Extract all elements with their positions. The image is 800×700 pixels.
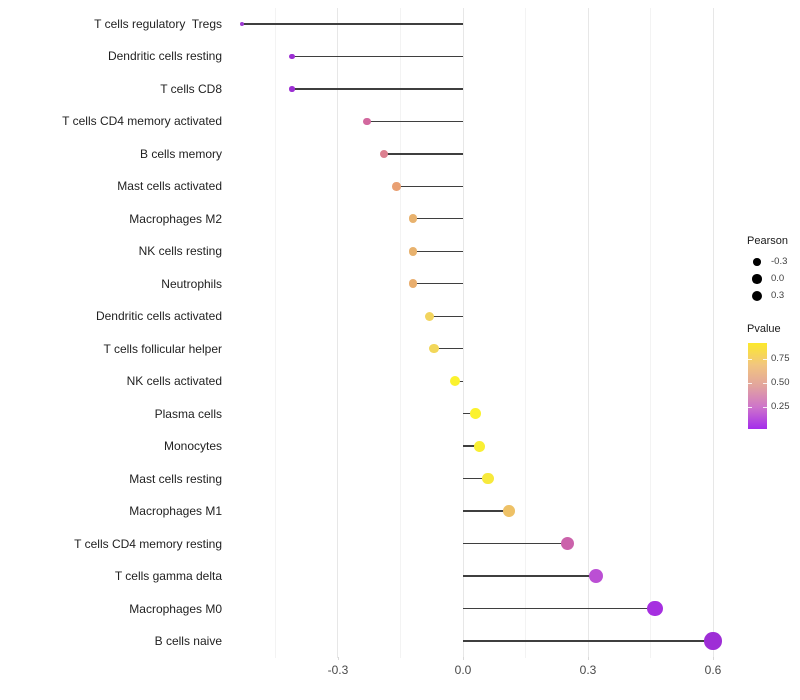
lollipop-stick bbox=[383, 153, 463, 155]
category-label: Mast cells resting bbox=[129, 471, 222, 486]
lollipop-dot bbox=[503, 505, 515, 517]
lollipop-stick bbox=[463, 477, 488, 480]
pvalue-legend-label: 0.50 bbox=[771, 376, 790, 388]
category-label: Macrophages M0 bbox=[129, 601, 222, 616]
lollipop-stick bbox=[463, 607, 655, 610]
category-label: Neutrophils bbox=[161, 276, 222, 291]
category-label: NK cells resting bbox=[138, 244, 222, 259]
x-tick-label: 0.3 bbox=[579, 663, 597, 677]
lollipop-stick bbox=[412, 283, 463, 285]
category-label: Macrophages M1 bbox=[129, 504, 222, 519]
pearson-legend-dot bbox=[752, 274, 762, 284]
category-label: Dendritic cells activated bbox=[95, 309, 222, 324]
category-label: T cells gamma delta bbox=[114, 569, 222, 584]
category-label: Monocytes bbox=[163, 439, 222, 454]
lollipop-stick bbox=[433, 348, 463, 350]
major-gridline bbox=[462, 8, 464, 658]
pearson-legend-title: Pearson bbox=[747, 235, 788, 247]
category-label: Mast cells activated bbox=[117, 179, 222, 194]
pvalue-gradient-tick bbox=[763, 358, 767, 360]
category-label: B cells naive bbox=[154, 633, 222, 648]
pearson-legend-dot bbox=[753, 258, 761, 266]
category-label: T cells CD4 memory resting bbox=[74, 536, 222, 551]
category-label: Dendritic cells resting bbox=[107, 49, 222, 64]
category-label: T cells CD8 bbox=[160, 81, 222, 96]
category-label: Macrophages M2 bbox=[129, 211, 222, 226]
lollipop-dot bbox=[646, 600, 663, 617]
lollipop-dot bbox=[424, 311, 435, 321]
x-tick-label: 0.0 bbox=[454, 663, 472, 677]
lollipop-stick bbox=[367, 120, 463, 123]
category-label: T cells CD4 memory activated bbox=[62, 114, 222, 129]
lollipop-dot bbox=[408, 279, 418, 289]
minor-gridline bbox=[525, 8, 526, 658]
pvalue-legend-title: Pvalue bbox=[747, 323, 781, 335]
pvalue-legend-label: 0.25 bbox=[771, 400, 790, 412]
pvalue-gradient-tick bbox=[763, 382, 767, 384]
lollipop-stick bbox=[396, 185, 463, 187]
lollipop-stick bbox=[463, 575, 597, 577]
lollipop-dot bbox=[289, 53, 295, 60]
lollipop-stick bbox=[412, 250, 463, 252]
major-gridline bbox=[337, 8, 339, 658]
lollipop-dot bbox=[449, 376, 460, 387]
pearson-legend-label: 0.3 bbox=[771, 290, 785, 301]
pvalue-gradient-tick bbox=[748, 358, 752, 360]
lollipop-dot bbox=[379, 149, 388, 158]
category-label: T cells regulatory Tregs bbox=[94, 17, 222, 31]
lollipop-dot bbox=[408, 214, 418, 224]
lollipop-dot bbox=[560, 536, 574, 551]
minor-gridline bbox=[650, 8, 651, 658]
lollipop-stick bbox=[292, 55, 463, 58]
lollipop-dot bbox=[482, 473, 494, 485]
major-gridline bbox=[712, 8, 714, 658]
pvalue-gradient-bar bbox=[748, 343, 767, 429]
x-tick-mark bbox=[463, 657, 464, 660]
x-tick-label: 0.6 bbox=[704, 663, 722, 677]
lollipop-stick bbox=[463, 640, 713, 642]
x-tick-mark bbox=[713, 657, 714, 660]
lollipop-dot bbox=[704, 632, 722, 650]
category-label: NK cells activated bbox=[126, 374, 222, 389]
pearson-legend-label: 0.0 bbox=[771, 273, 785, 284]
pvalue-gradient-tick bbox=[763, 406, 767, 408]
lollipop-stick bbox=[412, 218, 463, 220]
lollipop-dot bbox=[408, 246, 418, 256]
lollipop-stick bbox=[463, 413, 476, 415]
minor-gridline bbox=[274, 8, 276, 658]
lollipop-dot bbox=[429, 343, 439, 354]
minor-gridline bbox=[399, 8, 401, 658]
lollipop-stick bbox=[463, 510, 509, 512]
pearson-legend-label: -0.3 bbox=[771, 256, 788, 267]
pvalue-gradient-tick bbox=[748, 382, 752, 384]
lollipop-dot bbox=[392, 182, 401, 191]
lollipop-dot bbox=[289, 86, 295, 92]
lollipop-stick bbox=[429, 315, 463, 317]
x-tick-label: -0.3 bbox=[327, 663, 349, 677]
lollipop-stick bbox=[463, 542, 568, 545]
lollipop-dot bbox=[470, 408, 481, 419]
x-tick-mark bbox=[337, 657, 339, 660]
lollipop-dot bbox=[363, 117, 371, 126]
pvalue-legend-label: 0.75 bbox=[771, 352, 790, 364]
lollipop-dot bbox=[240, 21, 245, 26]
category-label: Plasma cells bbox=[154, 406, 222, 421]
lollipop-dot bbox=[589, 568, 604, 584]
major-gridline bbox=[587, 8, 589, 658]
lollipop-stick bbox=[242, 23, 463, 25]
lollipop-stick bbox=[292, 88, 463, 90]
lollipop-stick bbox=[463, 445, 480, 447]
pearson-legend-dot bbox=[751, 290, 763, 302]
lollipop-dot bbox=[474, 440, 486, 452]
pvalue-gradient-tick bbox=[748, 406, 752, 408]
x-tick-mark bbox=[588, 657, 589, 660]
category-label: T cells follicular helper bbox=[103, 341, 223, 356]
category-label: B cells memory bbox=[139, 146, 222, 161]
